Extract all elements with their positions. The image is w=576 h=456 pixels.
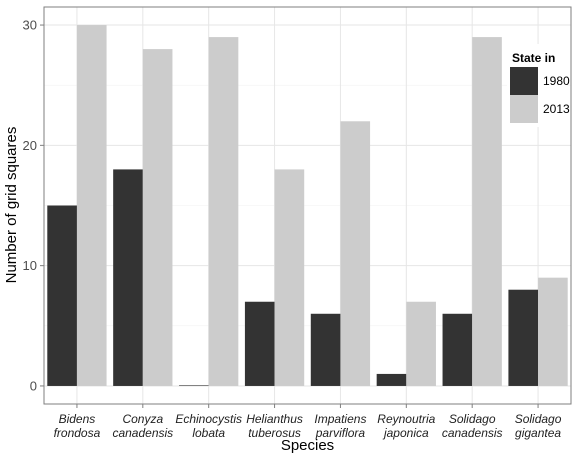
bar-1980-helianthus-tuberosus: [244, 301, 275, 386]
panel-border: [43, 6, 572, 405]
y-axis-title: Number of grid squares: [3, 127, 20, 284]
y-tick-label: 10: [23, 258, 37, 273]
y-axis: 0 10 20 30: [23, 18, 44, 393]
bar-2013-conyza-canadensis: [142, 49, 173, 386]
x-tick-label: Helianthus tuberosus: [246, 412, 303, 440]
x-axis-title: Species: [281, 437, 334, 454]
x-tick-label: Solidago canadensis: [442, 412, 503, 440]
bar-1980-conyza-canadensis: [113, 169, 143, 386]
bar-1980-solidago-gigantea: [508, 289, 539, 386]
x-tick-label: Echinocystis lobata: [175, 412, 242, 440]
bar-1980-impatiens-parviflora: [310, 313, 341, 386]
y-tick-label: 30: [23, 18, 37, 33]
legend-key-1980: [510, 67, 538, 95]
x-axis: Bidens frondosa Conyza canadensisEchinocyst…: [54, 404, 562, 440]
bar-2013-bidens-frondosa: [76, 25, 107, 386]
legend: State in 1980 2013: [507, 44, 570, 127]
x-tick-label: Conyza canadensis: [112, 412, 173, 440]
bar-2013-solidago-gigantea: [538, 277, 568, 386]
bar-2013-impatiens-parviflora: [340, 121, 371, 386]
bar-2013-helianthus-tuberosus: [274, 169, 305, 386]
bar-1980-bidens-frondosa: [47, 205, 77, 386]
x-tick-label: Bidens frondosa: [54, 412, 101, 440]
bar-1980-solidago-canadensis: [442, 313, 473, 386]
bars: [47, 25, 568, 386]
x-tick-label: Reynoutria japonica: [377, 412, 435, 440]
y-tick-label: 20: [23, 138, 37, 153]
y-tick-label: 0: [30, 378, 37, 393]
legend-key-2013: [510, 95, 538, 123]
bar-2013-reynoutria-japonica: [406, 301, 436, 386]
legend-label-1980: 1980: [543, 74, 570, 88]
bar-1980-echinocystis-lobata: [179, 385, 209, 386]
bar-2013-solidago-canadensis: [472, 37, 502, 386]
bar-2013-echinocystis-lobata: [208, 37, 239, 386]
legend-title: State in: [512, 51, 555, 65]
x-tick-label: Solidago gigantea: [515, 412, 562, 440]
legend-label-2013: 2013: [543, 102, 570, 116]
x-tick-label: Impatiens parviflora: [314, 412, 366, 440]
bar-1980-reynoutria-japonica: [376, 373, 407, 386]
